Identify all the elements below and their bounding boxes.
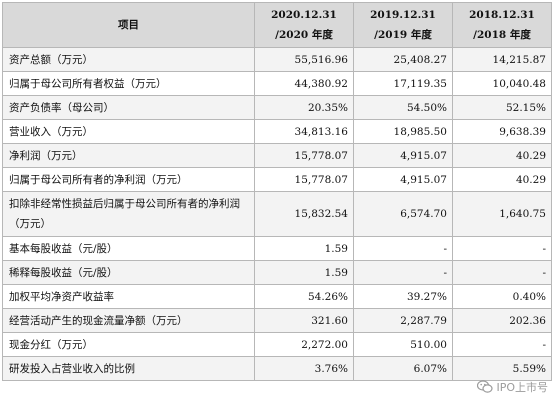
cell-2018: 202.36: [452, 308, 552, 333]
cell-2019: 6,574.70: [353, 191, 453, 237]
table-row: 营业收入（万元） 34,813.16 18,985.50 9,638.39: [2, 119, 552, 144]
cell-2018: 10,040.48: [452, 71, 552, 96]
cell-2020: 1.59: [254, 236, 354, 261]
cell-2018: 9,638.39: [452, 119, 552, 144]
table-row: 现金分红（万元） 2,272.00 510.00 -: [2, 332, 552, 357]
financial-table-container: 项目 2020.12.31 /2020 年度 2019.12.31 /2019 …: [2, 2, 552, 381]
row-label: 加权平均净资产收益率: [2, 284, 255, 309]
cell-2020: 55,516.96: [254, 47, 354, 72]
cell-2018: 14,215.87: [452, 47, 552, 72]
row-label: 研发投入占营业收入的比例: [2, 356, 255, 381]
table-row: 加权平均净资产收益率 54.26% 39.27% 0.40%: [2, 284, 552, 309]
cell-2020: 15,778.07: [254, 167, 354, 192]
cell-2020: 44,380.92: [254, 71, 354, 96]
header-2018: 2018.12.31 /2018 年度: [452, 2, 552, 48]
table-row: 研发投入占营业收入的比例 3.76% 6.07% 5.59%: [2, 356, 552, 381]
cell-2020: 20.35%: [254, 95, 354, 120]
row-label: 资产总额（万元）: [2, 47, 255, 72]
row-label: 扣除非经常性损益后归属于母公司所有者的净利润（万元）: [2, 191, 255, 237]
cell-2020: 15,778.07: [254, 143, 354, 168]
table-row: 基本每股收益（元/股） 1.59 - -: [2, 236, 552, 261]
cell-2019: 54.50%: [353, 95, 453, 120]
cell-2018: 1,640.75: [452, 191, 552, 237]
row-label: 稀释每股收益（元/股）: [2, 260, 255, 285]
cell-2019: 18,985.50: [353, 119, 453, 144]
cell-2020: 3.76%: [254, 356, 354, 381]
table-header-row: 项目 2020.12.31 /2020 年度 2019.12.31 /2019 …: [2, 2, 552, 48]
table-row: 归属于母公司所有者权益（万元） 44,380.92 17,119.35 10,0…: [2, 71, 552, 96]
cell-2018: 40.29: [452, 167, 552, 192]
watermark: IPO上市号: [477, 379, 548, 395]
table-row: 扣除非经常性损益后归属于母公司所有者的净利润（万元） 15,832.54 6,5…: [2, 191, 552, 237]
table-row: 归属于母公司所有者的净利润（万元） 15,778.07 4,915.07 40.…: [2, 167, 552, 192]
cell-2019: 17,119.35: [353, 71, 453, 96]
row-label: 经营活动产生的现金流量净额（万元）: [2, 308, 255, 333]
table-row: 资产总额（万元） 55,516.96 25,408.27 14,215.87: [2, 47, 552, 72]
cell-2019: -: [353, 236, 453, 261]
cell-2019: 510.00: [353, 332, 453, 357]
header-2018-date: 2018.12.31: [469, 9, 535, 21]
row-label: 归属于母公司所有者的净利润（万元）: [2, 167, 255, 192]
table-row: 资产负债率（母公司） 20.35% 54.50% 52.15%: [2, 95, 552, 120]
cell-2019: 4,915.07: [353, 167, 453, 192]
cell-2019: -: [353, 260, 453, 285]
header-2020: 2020.12.31 /2020 年度: [254, 2, 354, 48]
cell-2020: 1.59: [254, 260, 354, 285]
wechat-icon: [477, 380, 494, 393]
header-2019-year: /2019 年度: [374, 29, 432, 41]
header-2020-date: 2020.12.31: [271, 9, 337, 21]
cell-2019: 6.07%: [353, 356, 453, 381]
header-2020-year: /2020 年度: [275, 29, 333, 41]
row-label: 基本每股收益（元/股）: [2, 236, 255, 261]
cell-2020: 54.26%: [254, 284, 354, 309]
table-row: 稀释每股收益（元/股） 1.59 - -: [2, 260, 552, 285]
cell-2018: 0.40%: [452, 284, 552, 309]
watermark-text: IPO上市号: [496, 381, 548, 394]
cell-2020: 2,272.00: [254, 332, 354, 357]
row-label: 营业收入（万元）: [2, 119, 255, 144]
cell-2018: 40.29: [452, 143, 552, 168]
header-2019: 2019.12.31 /2019 年度: [353, 2, 453, 48]
table-row: 净利润（万元） 15,778.07 4,915.07 40.29: [2, 143, 552, 168]
financial-table: 项目 2020.12.31 /2020 年度 2019.12.31 /2019 …: [2, 2, 552, 381]
cell-2018: -: [452, 332, 552, 357]
cell-2018: 5.59%: [452, 356, 552, 381]
cell-2019: 4,915.07: [353, 143, 453, 168]
cell-2020: 321.60: [254, 308, 354, 333]
cell-2018: 52.15%: [452, 95, 552, 120]
header-2018-year: /2018 年度: [473, 29, 531, 41]
row-label: 净利润（万元）: [2, 143, 255, 168]
row-label: 归属于母公司所有者权益（万元）: [2, 71, 255, 96]
cell-2018: -: [452, 260, 552, 285]
table-row: 经营活动产生的现金流量净额（万元） 321.60 2,287.79 202.36: [2, 308, 552, 333]
cell-2020: 34,813.16: [254, 119, 354, 144]
cell-2019: 25,408.27: [353, 47, 453, 72]
cell-2018: -: [452, 236, 552, 261]
cell-2020: 15,832.54: [254, 191, 354, 237]
header-2019-date: 2019.12.31: [370, 9, 436, 21]
cell-2019: 39.27%: [353, 284, 453, 309]
row-label-text: 扣除非经常性损益后归属于母公司所有者的净利润（万元）: [9, 198, 240, 230]
row-label: 现金分红（万元）: [2, 332, 255, 357]
cell-2019: 2,287.79: [353, 308, 453, 333]
row-label: 资产负债率（母公司）: [2, 95, 255, 120]
header-item: 项目: [2, 2, 255, 48]
